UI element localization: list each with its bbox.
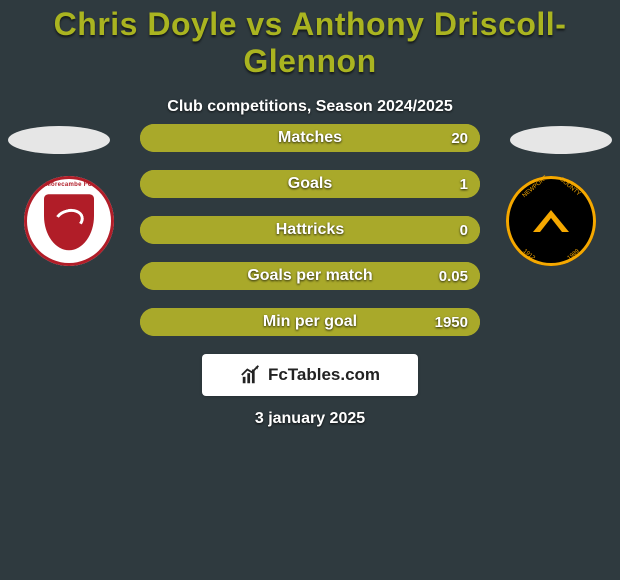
- newport-inner-disc: [525, 195, 577, 247]
- player-left-silhouette: [8, 126, 110, 154]
- newport-ring-br: 1989: [566, 248, 580, 261]
- stat-bar: Matches20: [140, 124, 480, 152]
- stat-bar-fill-right: [310, 170, 480, 198]
- newport-chevron-icon: [533, 210, 569, 232]
- stat-bar: Min per goal1950: [140, 308, 480, 336]
- stat-bar-fill-right: [310, 124, 480, 152]
- newport-ring-tr: COUNTY: [558, 177, 581, 198]
- stat-bar: Hattricks0: [140, 216, 480, 244]
- stat-bar-fill-left: [140, 124, 310, 152]
- brand-chart-icon: [240, 364, 262, 386]
- morecambe-shield-icon: [41, 191, 97, 253]
- club-crest-right: NEWPORT COUNTY 1912 1989: [506, 176, 596, 266]
- stat-bar-fill-left: [140, 308, 310, 336]
- player-right-silhouette: [510, 126, 612, 154]
- stat-bar-fill-right: [310, 216, 480, 244]
- page-subtitle: Club competitions, Season 2024/2025: [0, 98, 620, 116]
- brand-box: FcTables.com: [202, 354, 418, 396]
- stat-bar-fill-left: [140, 170, 310, 198]
- stat-bar: Goals per match0.05: [140, 262, 480, 290]
- generation-date: 3 january 2025: [0, 410, 620, 428]
- comparison-bars: Matches20 Goals1 Hattricks0 Goals per match…: [140, 124, 480, 336]
- stat-bar-fill-left: [140, 216, 310, 244]
- club-crest-left: Morecambe FC: [24, 176, 114, 266]
- stat-bar: Goals1: [140, 170, 480, 198]
- morecambe-crest: Morecambe FC: [24, 176, 114, 266]
- stat-bar-fill-right: [310, 262, 480, 290]
- morecambe-shrimp-icon: [52, 205, 87, 234]
- newport-crest: NEWPORT COUNTY 1912 1989: [506, 176, 596, 266]
- stat-bar-fill-left: [140, 262, 310, 290]
- morecambe-crest-label: Morecambe FC: [24, 182, 114, 188]
- page-title: Chris Doyle vs Anthony Driscoll-Glennon: [0, 6, 620, 80]
- comparison-infographic: Chris Doyle vs Anthony Driscoll-Glennon …: [0, 0, 620, 580]
- stat-bar-fill-right: [310, 308, 480, 336]
- newport-ring-bl: 1912: [522, 248, 536, 261]
- brand-text: FcTables.com: [268, 365, 380, 385]
